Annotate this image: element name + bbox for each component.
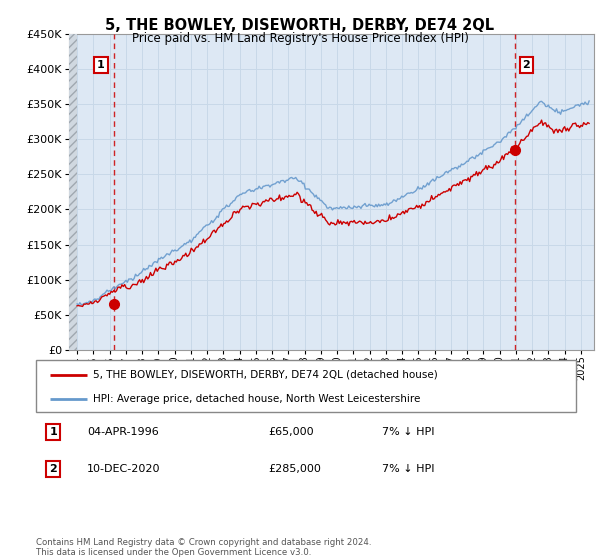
Text: £65,000: £65,000 — [268, 427, 314, 437]
Text: 2: 2 — [49, 464, 57, 474]
Bar — [69, 34, 77, 350]
Text: 5, THE BOWLEY, DISEWORTH, DERBY, DE74 2QL (detached house): 5, THE BOWLEY, DISEWORTH, DERBY, DE74 2Q… — [92, 370, 437, 380]
Text: 7% ↓ HPI: 7% ↓ HPI — [382, 427, 434, 437]
Text: 1: 1 — [49, 427, 57, 437]
Text: 04-APR-1996: 04-APR-1996 — [88, 427, 159, 437]
Text: 2: 2 — [523, 60, 530, 70]
FancyBboxPatch shape — [36, 360, 576, 412]
Text: 1: 1 — [97, 60, 105, 70]
Text: 7% ↓ HPI: 7% ↓ HPI — [382, 464, 434, 474]
Text: 10-DEC-2020: 10-DEC-2020 — [88, 464, 161, 474]
Text: 5, THE BOWLEY, DISEWORTH, DERBY, DE74 2QL: 5, THE BOWLEY, DISEWORTH, DERBY, DE74 2Q… — [106, 18, 494, 33]
Text: Contains HM Land Registry data © Crown copyright and database right 2024.
This d: Contains HM Land Registry data © Crown c… — [36, 538, 371, 557]
Text: HPI: Average price, detached house, North West Leicestershire: HPI: Average price, detached house, Nort… — [92, 394, 420, 404]
Text: £285,000: £285,000 — [268, 464, 321, 474]
Text: Price paid vs. HM Land Registry's House Price Index (HPI): Price paid vs. HM Land Registry's House … — [131, 32, 469, 45]
